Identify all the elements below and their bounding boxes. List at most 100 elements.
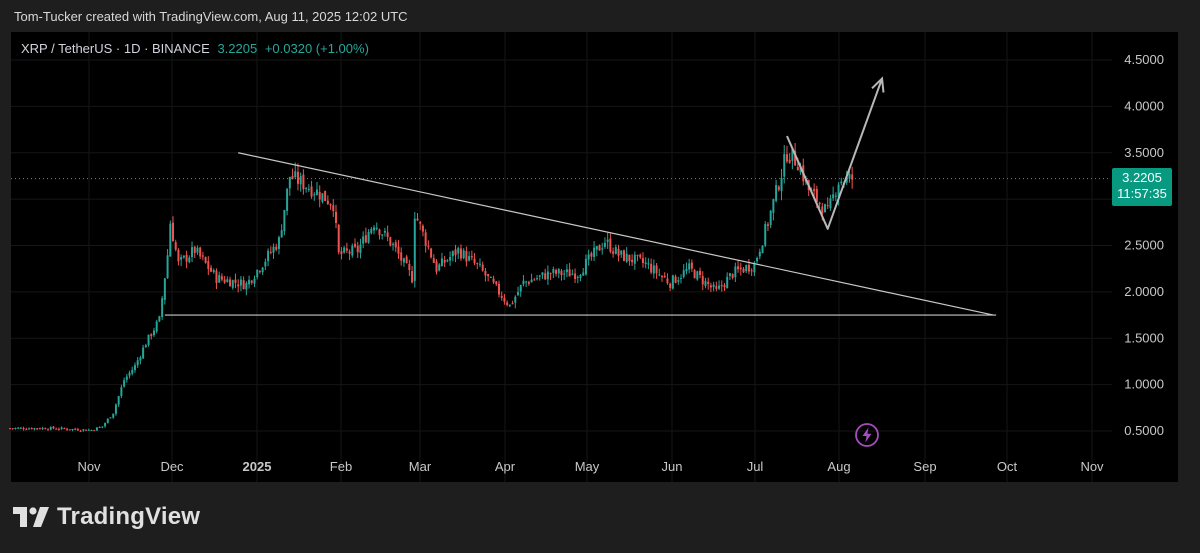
candle-body (373, 227, 376, 231)
candle-body (381, 234, 384, 236)
time-axis-labels: Nov Dec 2025 Feb Mar Apr May Jun Jul Aug Sep Oct Nov (77, 459, 1104, 474)
candle-body (169, 223, 172, 257)
candle-body (354, 243, 357, 247)
candle-body (128, 372, 131, 376)
candle-body (639, 254, 642, 258)
candle-body (636, 254, 639, 256)
lightning-icon[interactable] (854, 422, 880, 448)
candle-body (674, 276, 677, 283)
projection-arrow[interactable] (786, 78, 883, 230)
candle-body (264, 261, 267, 267)
x-tick-label: Dec (160, 459, 184, 474)
candle-body (454, 249, 457, 256)
candle-body (158, 316, 161, 322)
price-axis-labels: 4.50004.00003.50003.00002.50002.00001.50… (1124, 52, 1164, 438)
candle-body (191, 247, 194, 258)
candle-body (180, 257, 183, 260)
candle-body (742, 268, 745, 273)
candle-body (253, 278, 256, 284)
x-tick-label: Nov (1080, 459, 1104, 474)
candle-body (612, 251, 615, 254)
right-margin (1178, 32, 1200, 482)
candle-body (685, 268, 688, 272)
candle-body (761, 245, 764, 254)
candle-body (614, 247, 617, 254)
candle-body (712, 284, 715, 288)
candle-body (267, 250, 270, 262)
candle-body (397, 246, 400, 254)
candle-body (261, 267, 264, 273)
candle-body (718, 285, 721, 289)
candle-body (837, 184, 840, 197)
candle-body (223, 279, 226, 283)
candle-body (701, 276, 704, 285)
candle-body (628, 254, 631, 261)
candle-body (378, 229, 381, 235)
candle-body (38, 428, 41, 430)
price-axis[interactable] (1112, 32, 1178, 482)
candle-body (299, 176, 302, 185)
candle-body (98, 426, 101, 428)
candle-body (576, 276, 579, 278)
legend-change: +0.0320 (+1.00%) (264, 41, 369, 56)
candle-body (41, 427, 44, 430)
candle-body (288, 176, 291, 189)
candle-body (663, 275, 666, 278)
candle-body (147, 334, 150, 346)
candle-body (677, 280, 680, 282)
candle-body (851, 174, 854, 180)
candle-body (215, 270, 218, 283)
candle-body (74, 428, 77, 430)
candle-body (302, 174, 305, 190)
candle-body (166, 255, 169, 279)
candle-body (139, 357, 142, 361)
candle-body (500, 295, 503, 298)
candle-body (131, 369, 134, 374)
candle-body (250, 280, 253, 283)
candle-body (791, 148, 794, 161)
candle-body (821, 206, 824, 214)
candle-body (256, 269, 259, 278)
candle-body (318, 191, 321, 200)
candle-body (476, 263, 479, 265)
tradingview-logo[interactable]: TradingView (13, 503, 200, 531)
candle-body (709, 285, 712, 288)
symbol-legend[interactable]: XRP / TetherUS · 1D · BINANCE 3.2205 +0.… (21, 41, 369, 56)
candle-body (210, 267, 213, 272)
candle-body (144, 345, 147, 348)
legend-last-price: 3.2205 (217, 41, 258, 56)
candle-body (446, 260, 449, 262)
candle-body (715, 286, 718, 289)
candle-body (435, 261, 438, 272)
candle-body (218, 275, 221, 283)
candle-body (19, 427, 22, 429)
x-tick-label: Nov (77, 459, 101, 474)
candle-body (55, 428, 58, 430)
candle-body (582, 272, 585, 276)
annotations (164, 76, 997, 316)
candle-body (546, 271, 549, 280)
candle-body (389, 237, 392, 246)
descending-trendline[interactable] (238, 152, 994, 316)
candle-body (400, 252, 403, 261)
candle-body (503, 297, 506, 302)
last-price-value: 3.2205 (1122, 170, 1162, 185)
candle-body (498, 283, 500, 295)
candle-body (517, 292, 520, 296)
candle-body (82, 429, 85, 431)
candle-body (544, 273, 547, 280)
candle-body (641, 258, 644, 263)
candle-body (291, 175, 294, 179)
candle-body (90, 430, 93, 432)
candle-body (631, 259, 634, 263)
candle-body (307, 188, 310, 190)
candle-body (536, 278, 539, 280)
candle-body (522, 280, 525, 285)
candle-body (204, 257, 207, 263)
candle-body (133, 365, 136, 371)
candle-body (351, 245, 354, 256)
candle-body (459, 248, 462, 259)
candle-body (427, 245, 430, 248)
candle-body (696, 271, 699, 280)
